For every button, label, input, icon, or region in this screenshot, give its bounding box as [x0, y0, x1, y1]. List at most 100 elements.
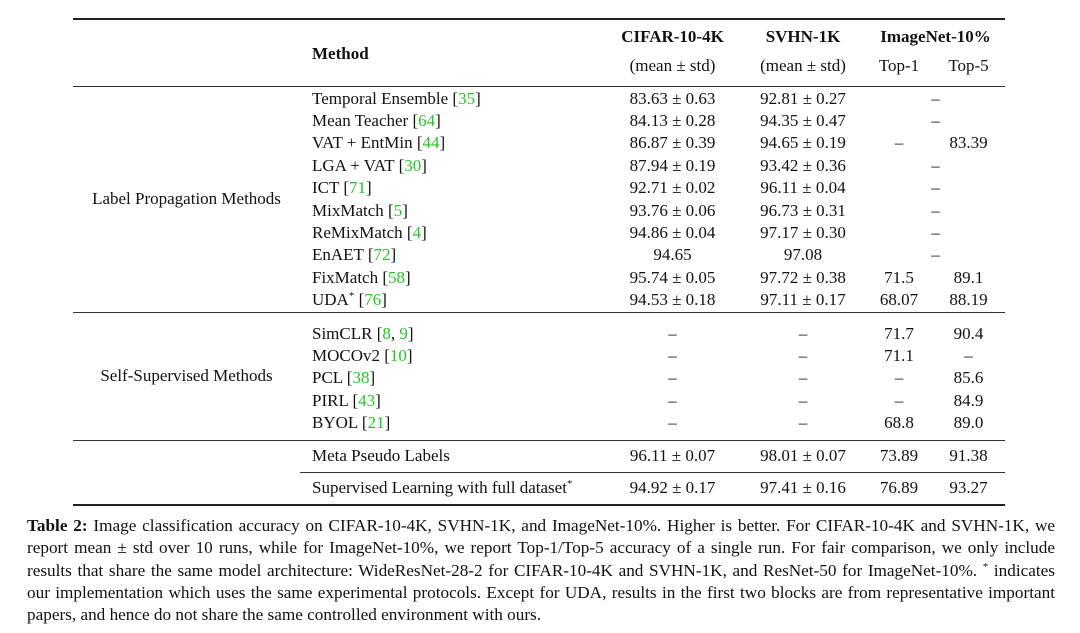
- value-cell: 84.9: [953, 390, 984, 410]
- value-cell: –: [964, 345, 973, 365]
- value-cell: 71.5: [884, 267, 914, 287]
- value-cell: –: [931, 110, 940, 130]
- superscript: *: [348, 290, 355, 303]
- row-block: Meta Pseudo Labels 96.11 ± 0.07 98.01 ± 0.…: [73, 439, 1005, 473]
- value-cell: 90.4: [932, 311, 1005, 345]
- method-cell: VAT + EntMin [44]: [300, 132, 605, 154]
- text: ]: [439, 133, 446, 153]
- citation: 35: [458, 88, 476, 108]
- value-cell: –: [740, 311, 866, 345]
- header-method: Method: [312, 43, 369, 63]
- row-block: Self-Supervised Methods SimCLR [8, 9] – –71…: [73, 311, 1005, 441]
- citation: 9: [399, 323, 408, 343]
- value-cell: 96.11 ± 0.04: [760, 178, 846, 198]
- value-cell: 94.35 ± 0.47: [760, 110, 846, 130]
- table-row: MixMatch [5] 93.76 ± 0.06 96.73 ± 0.31 –: [73, 200, 1005, 222]
- value-cell: 94.65: [653, 245, 692, 265]
- method-cell: SimCLR [8, 9]: [300, 311, 605, 345]
- group-label: Label Propagation Methods: [73, 85, 300, 313]
- table-row: Mean Teacher [64] 84.13 ± 0.28 94.35 ± 0.4…: [73, 110, 1005, 132]
- text: ]: [406, 345, 413, 365]
- value-cell: 93.76 ± 0.06: [629, 200, 716, 220]
- text: ]: [369, 368, 376, 388]
- value-cell: 93.27: [932, 472, 1005, 506]
- method-cell: MOCOv2 [10]: [300, 345, 605, 367]
- table-row: ReMixMatch [4] 94.86 ± 0.04 97.17 ± 0.30 –: [73, 222, 1005, 244]
- results-table: Method CIFAR-10-4K SVHN-1K ImageNet-10% …: [73, 18, 1005, 506]
- table-row: ICT [71] 92.71 ± 0.02 96.11 ± 0.04 –: [73, 177, 1005, 199]
- value-cell: 97.41 ± 0.16: [740, 472, 866, 506]
- table-row: BYOL [21] – – 68.8 89.0: [73, 412, 1005, 440]
- table-row: Meta Pseudo Labels 96.11 ± 0.07 98.01 ± 0.…: [73, 439, 1005, 473]
- citation: 43: [358, 390, 376, 410]
- table-header: Method CIFAR-10-4K SVHN-1K ImageNet-10% …: [73, 19, 1005, 86]
- text: ]: [407, 323, 414, 343]
- text: ]: [421, 222, 427, 242]
- value-cell: 73.89: [866, 439, 932, 473]
- method-cell: BYOL [21]: [300, 412, 605, 440]
- group-label: Self-Supervised Methods: [73, 311, 300, 441]
- text: ]: [475, 88, 481, 108]
- text: VAT + EntMin [: [312, 133, 423, 153]
- value-cell: –: [668, 345, 677, 365]
- table-row: PCL [38] – – – 85.6: [73, 367, 1005, 389]
- text: FixMatch [: [312, 267, 389, 287]
- text: ]: [375, 390, 381, 410]
- text: ]: [381, 290, 387, 310]
- citation: 71: [349, 178, 366, 198]
- text: PCL [: [312, 368, 353, 388]
- text: ICT [: [312, 178, 349, 198]
- value-cell: –: [798, 368, 808, 388]
- text: EnAET [: [312, 245, 374, 265]
- citation: 64: [418, 110, 436, 130]
- value-cell: 97.17 ± 0.30: [760, 222, 846, 242]
- citation: 4: [412, 222, 422, 242]
- value-cell: 68.07: [879, 290, 919, 310]
- value-cell: 94.53 ± 0.18: [629, 290, 716, 310]
- citation: 5: [393, 200, 403, 220]
- citation: 44: [422, 133, 440, 153]
- table-row: PIRL [43] – – – 84.9: [73, 390, 1005, 412]
- value-cell: –: [866, 85, 1005, 110]
- value-cell: 97.08: [783, 245, 823, 265]
- table-row: MOCOv2 [10] – – 71.1 –: [73, 345, 1005, 367]
- value-cell: 89.1: [953, 267, 984, 287]
- citation: 72: [373, 245, 391, 265]
- superscript: *: [566, 478, 573, 490]
- method-cell: Supervised Learning with full dataset*: [300, 472, 605, 506]
- value-cell: –: [931, 245, 940, 265]
- text: SimCLR [: [312, 323, 383, 343]
- text: ]: [405, 267, 411, 287]
- text: ReMixMatch [: [312, 222, 413, 242]
- value-cell: –: [931, 155, 940, 175]
- value-cell: 97.11 ± 0.17: [760, 290, 846, 310]
- value-cell: 83.63 ± 0.63: [605, 85, 740, 110]
- method-cell: LGA + VAT [30]: [300, 155, 605, 177]
- caption-label: Table 2:: [27, 516, 88, 535]
- text: MOCOv2 [: [312, 345, 390, 365]
- value-cell: –: [894, 390, 904, 410]
- value-cell: –: [798, 413, 808, 433]
- header-sub: Top-5: [948, 56, 989, 75]
- citation: 8: [382, 323, 391, 343]
- citation: 30: [404, 155, 422, 175]
- method-cell: MixMatch [5]: [300, 200, 605, 222]
- value-cell: –: [894, 368, 904, 388]
- table-row: Label Propagation Methods Temporal Ensemb…: [73, 85, 1005, 313]
- text: ,: [390, 323, 400, 343]
- value-cell: 85.6: [953, 368, 984, 388]
- value-cell: –: [894, 133, 904, 153]
- value-cell: –: [798, 345, 808, 365]
- method-cell: Mean Teacher [64]: [300, 110, 605, 132]
- value-cell: 68.8: [884, 413, 914, 433]
- value-cell: 96.11 ± 0.07: [605, 439, 740, 473]
- value-cell: 91.38: [932, 439, 1005, 473]
- table-row: VAT + EntMin [44] 86.87 ± 0.39 94.65 ± 0.1…: [73, 132, 1005, 154]
- blank-cell: [73, 19, 300, 86]
- table-row: FixMatch [58] 95.74 ± 0.05 97.72 ± 0.38 71.…: [73, 267, 1005, 289]
- value-cell: 86.87 ± 0.39: [629, 133, 716, 153]
- header-title: ImageNet-10%: [880, 27, 991, 46]
- value-cell: 83.39: [949, 133, 988, 153]
- value-cell: 87.94 ± 0.19: [629, 155, 716, 175]
